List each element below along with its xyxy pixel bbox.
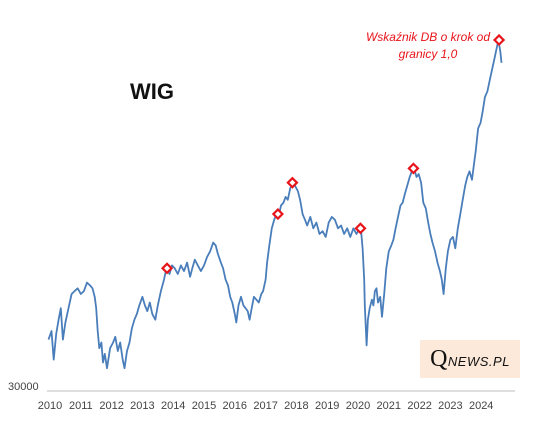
x-tick-label-2014: 2014 — [161, 400, 185, 412]
x-tick-label-2012: 2012 — [99, 400, 123, 412]
signal-marker-2 — [271, 207, 285, 221]
x-tick-label-2018: 2018 — [284, 400, 308, 412]
wig-series-line — [47, 39, 503, 370]
x-tick-label-2011: 2011 — [69, 400, 93, 412]
x-tick-label-2024: 2024 — [469, 400, 493, 412]
signal-marker-3 — [286, 176, 299, 189]
x-tick-label-2010: 2010 — [38, 400, 62, 412]
chart-title: WIG — [130, 79, 174, 104]
x-tick-label-2022: 2022 — [407, 400, 431, 412]
x-tick-label-2023: 2023 — [438, 400, 462, 412]
signal-marker-1 — [160, 262, 174, 275]
x-tick-label-2016: 2016 — [223, 400, 247, 412]
annotation-line-1: Wskaźnik DB o krok od — [366, 30, 490, 44]
signal-marker-6 — [492, 33, 506, 47]
annotation-line-2: granicy 1,0 — [399, 47, 458, 61]
x-tick-label-2017: 2017 — [253, 400, 277, 412]
logo-text: QNEWS.PL — [430, 346, 510, 373]
signal-marker-5 — [407, 162, 420, 175]
logo-letter: Q — [430, 345, 448, 372]
x-tick-label-2021: 2021 — [377, 400, 401, 412]
x-tick-label-2019: 2019 — [315, 400, 339, 412]
qnews-logo: QNEWS.PL — [420, 340, 520, 378]
signal-marker-4 — [354, 222, 367, 235]
x-tick-label-2013: 2013 — [130, 400, 154, 412]
logo-rest: NEWS.PL — [447, 353, 510, 369]
x-tick-label-2020: 2020 — [346, 400, 370, 412]
x-tick-label-2015: 2015 — [192, 400, 216, 412]
x-tick-labels: 2010 2011 2012 2013 2014 2015 2016 2017 2018 2019… — [38, 400, 494, 412]
signal-markers — [160, 33, 506, 275]
y-axis-min-label: 30000 — [8, 381, 39, 393]
